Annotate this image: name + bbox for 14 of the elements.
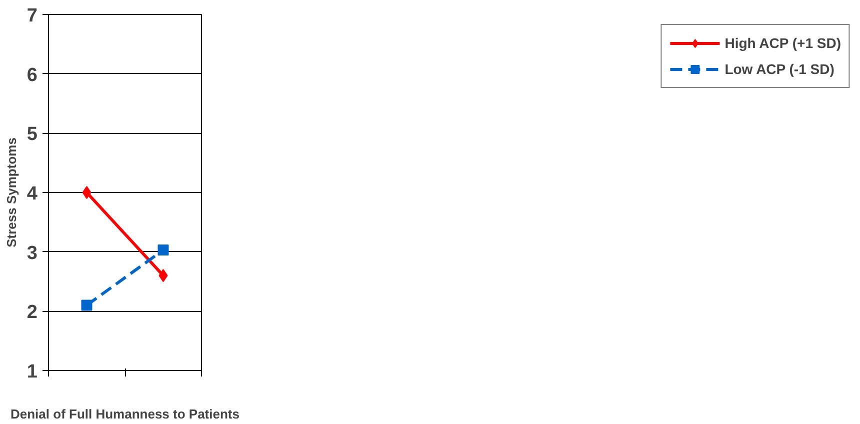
point — [81, 300, 92, 311]
point — [158, 244, 169, 256]
point — [82, 186, 92, 199]
y-tick-label: 6 — [26, 64, 38, 86]
y-axis-title: Stress Symptoms — [4, 138, 19, 248]
y-tick-label: 1 — [26, 362, 38, 382]
x-axis-title: Denial of Full Humanness to Patients — [10, 406, 240, 422]
y-tick-label: 3 — [26, 242, 38, 264]
legend-label: High ACP (+1 SD) — [724, 35, 841, 51]
y-tick-label: 4 — [26, 184, 38, 204]
y-tick-label: 2 — [26, 302, 38, 324]
legend-label: Low ACP (-1 SD) — [724, 61, 834, 77]
y-tick-label: 7 — [26, 6, 38, 26]
y-tick-label: 5 — [26, 124, 38, 146]
